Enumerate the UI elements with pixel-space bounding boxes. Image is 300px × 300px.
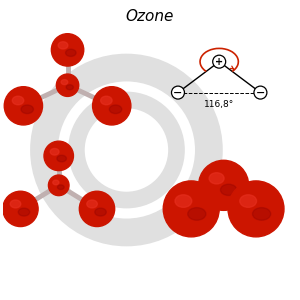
Text: −: − [173, 88, 183, 98]
Ellipse shape [100, 96, 112, 105]
Text: +: + [215, 57, 223, 67]
Ellipse shape [87, 200, 98, 208]
Circle shape [56, 74, 79, 96]
Ellipse shape [188, 208, 206, 220]
Ellipse shape [61, 80, 68, 85]
Circle shape [3, 191, 38, 226]
Ellipse shape [95, 208, 106, 216]
Circle shape [79, 191, 115, 226]
Circle shape [172, 86, 184, 99]
Ellipse shape [253, 208, 271, 220]
Ellipse shape [66, 85, 74, 90]
Ellipse shape [53, 180, 59, 185]
Circle shape [93, 87, 131, 125]
Ellipse shape [220, 184, 237, 196]
Ellipse shape [57, 155, 67, 162]
Circle shape [254, 86, 267, 99]
Circle shape [44, 141, 74, 171]
Text: 116,8°: 116,8° [204, 100, 234, 109]
Circle shape [163, 181, 219, 237]
Ellipse shape [58, 42, 68, 49]
Ellipse shape [65, 49, 76, 56]
Ellipse shape [18, 208, 30, 216]
Circle shape [199, 160, 249, 210]
Ellipse shape [21, 105, 33, 114]
Ellipse shape [10, 200, 21, 208]
Ellipse shape [240, 195, 256, 207]
Circle shape [51, 34, 84, 66]
Circle shape [213, 55, 226, 68]
Text: Ozone: Ozone [126, 8, 174, 23]
Ellipse shape [175, 195, 192, 207]
Circle shape [4, 87, 43, 125]
Ellipse shape [109, 105, 122, 114]
Ellipse shape [209, 173, 224, 184]
Ellipse shape [57, 185, 64, 190]
Circle shape [228, 181, 284, 237]
Ellipse shape [12, 96, 24, 105]
Circle shape [48, 175, 69, 196]
Text: −: − [256, 88, 265, 98]
Ellipse shape [50, 148, 59, 155]
